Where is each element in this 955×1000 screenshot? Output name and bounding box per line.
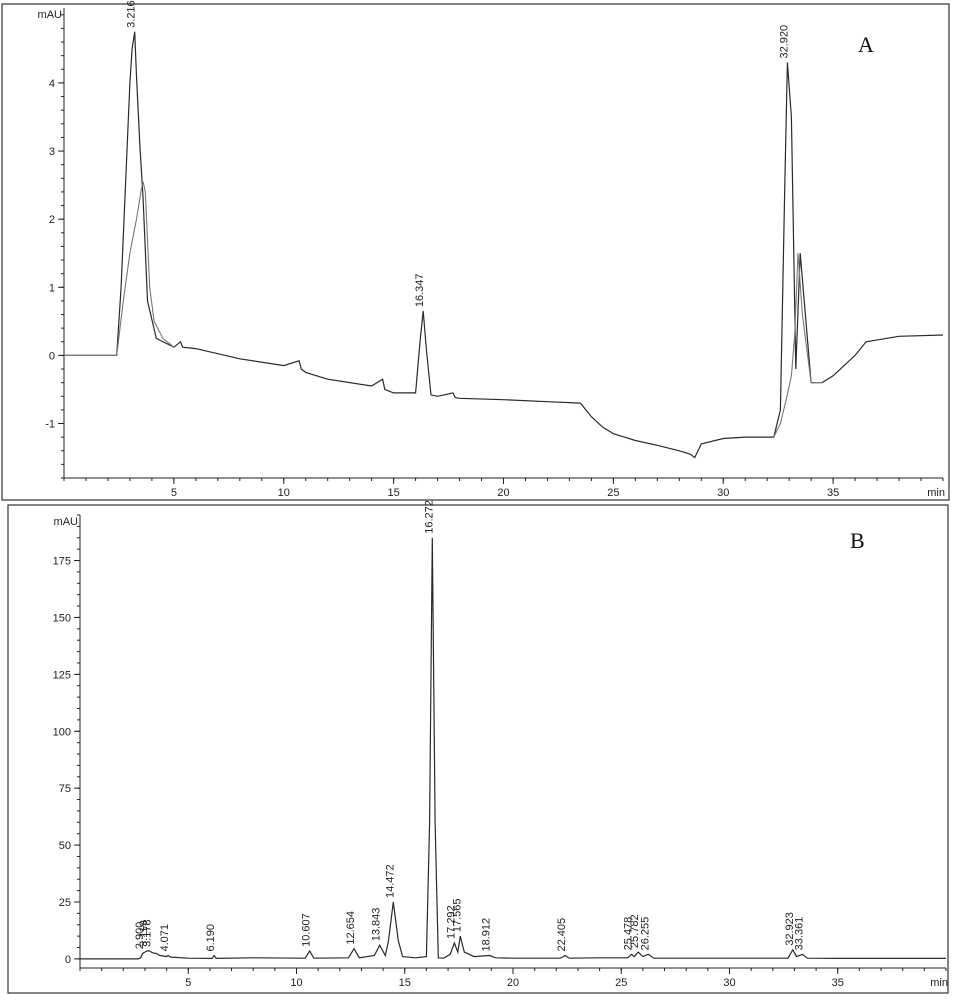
y-tick-label: 125 — [53, 669, 71, 681]
peak-retention-label: 12.654 — [345, 911, 357, 945]
x-tick-label: 20 — [507, 977, 519, 989]
peak-retention-label: 22.405 — [556, 918, 568, 952]
y-tick-label: 100 — [53, 726, 71, 738]
y-axis-unit-label: mAU — [54, 516, 79, 528]
x-tick-label: 25 — [615, 977, 627, 989]
y-tick-label: 1 — [49, 282, 55, 294]
peak-retention-label: 13.843 — [371, 908, 383, 942]
peak-retention-label: 3.178 — [141, 919, 153, 947]
peak-retention-label: 17.565 — [451, 898, 463, 932]
x-axis-unit-label: min — [930, 977, 948, 989]
x-tick-label: 25 — [607, 487, 619, 499]
chromatogram-trace — [774, 253, 822, 437]
y-tick-label: 2 — [49, 214, 55, 226]
x-tick-label: 15 — [399, 977, 411, 989]
peak-retention-label: 3.216 — [126, 0, 138, 28]
panel-letter: A — [858, 32, 874, 57]
peak-retention-label: 32.920 — [778, 25, 790, 59]
y-tick-label: 175 — [53, 556, 71, 568]
chromatogram-trace — [64, 32, 943, 458]
peak-retention-label: 33.361 — [793, 917, 805, 951]
x-tick-label: 5 — [171, 487, 177, 499]
panel-border — [2, 4, 949, 500]
x-tick-label: 10 — [278, 487, 290, 499]
peak-retention-label: 10.607 — [301, 913, 313, 947]
y-tick-label: 25 — [59, 897, 71, 909]
y-tick-label: 50 — [59, 840, 71, 852]
chromatogram-panel-b: 02550751001251501755101520253035mAUmin2.… — [8, 500, 948, 993]
x-tick-label: 20 — [497, 487, 509, 499]
x-tick-label: 35 — [827, 487, 839, 499]
x-axis-unit-label: min — [927, 487, 945, 499]
peak-retention-label: 16.272 — [423, 500, 435, 534]
peak-retention-label: 18.912 — [480, 918, 492, 952]
peak-retention-label: 4.071 — [159, 924, 171, 952]
y-tick-label: 0 — [65, 954, 71, 966]
peak-retention-label: 14.472 — [384, 864, 396, 898]
chromatogram-panel-a: -1 0 1 2 3 4 5 10 15 20 25 30 35 mAU min 3.216 16.347 32.… — [2, 0, 949, 500]
y-tick-label: 0 — [49, 350, 55, 362]
x-tick-label: 15 — [388, 487, 400, 499]
x-tick-label: 30 — [717, 487, 729, 499]
chromatogram-trace — [80, 538, 946, 959]
x-tick-label: 10 — [290, 977, 302, 989]
peak-retention-label: 26.255 — [639, 917, 651, 951]
y-tick-label: 3 — [49, 146, 55, 158]
y-tick-label: 75 — [59, 783, 71, 795]
peak-retention-label: 16.347 — [414, 273, 426, 307]
x-tick-label: 30 — [723, 977, 735, 989]
x-tick-label: 35 — [832, 977, 844, 989]
peak-retention-label: 6.190 — [205, 924, 217, 952]
panel-letter: B — [850, 528, 865, 553]
y-axis-unit-label: mAU — [38, 9, 63, 21]
y-tick-label: -1 — [45, 419, 55, 431]
y-tick-label: 150 — [53, 612, 71, 624]
x-tick-label: 5 — [185, 977, 191, 989]
y-tick-label: 4 — [49, 78, 55, 90]
